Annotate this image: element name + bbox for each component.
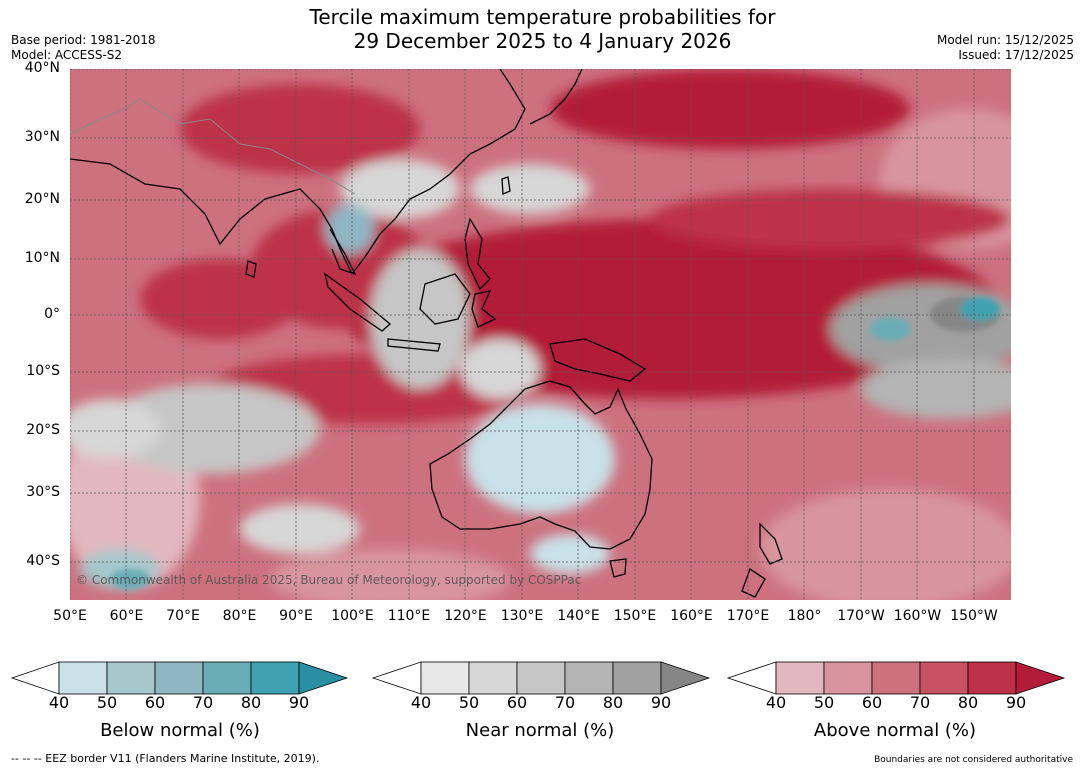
colorbar-segment bbox=[420, 661, 470, 695]
colorbar-tick-label: 60 bbox=[861, 693, 883, 712]
lon-label: 160°W bbox=[893, 608, 942, 624]
lon-label: 110°E bbox=[387, 608, 431, 624]
lon-label: 70°E bbox=[166, 608, 200, 624]
lat-label: 20°N bbox=[24, 191, 60, 207]
colorbar-segment bbox=[516, 661, 566, 695]
model-run: Model run: 15/12/2025 bbox=[936, 33, 1074, 47]
lon-label: 150°E bbox=[613, 608, 657, 624]
colorbar-segment bbox=[871, 661, 921, 695]
issued-date: Issued: 17/12/2025 bbox=[958, 48, 1074, 62]
lon-label: 120°E bbox=[444, 608, 487, 624]
sulawesi-coast bbox=[471, 290, 497, 328]
lat-label: 10°N bbox=[24, 250, 60, 266]
boundary-disclaimer: Boundaries are not considered authoritat… bbox=[874, 755, 1073, 765]
lat-label: 0° bbox=[44, 306, 60, 322]
graticule bbox=[70, 69, 1011, 600]
near-normal-title: Near normal (%) bbox=[465, 720, 615, 741]
copyright-notice: © Commonwealth of Australia 2025, Bureau… bbox=[76, 573, 582, 587]
lon-label: 80°E bbox=[222, 608, 257, 624]
colorbar-tick-label: 60 bbox=[144, 693, 166, 712]
lon-label: 180° bbox=[787, 608, 822, 624]
sri-lanka-coast bbox=[245, 260, 257, 278]
colorbar-segment bbox=[250, 661, 300, 695]
tasmania-coast bbox=[609, 558, 627, 578]
colorbar-segment bbox=[775, 661, 825, 695]
new-zealand-coast bbox=[741, 522, 783, 598]
lat-label: 10°S bbox=[26, 363, 60, 379]
model-name: Model: ACCESS-S2 bbox=[11, 48, 123, 62]
lon-label: 50°E bbox=[53, 608, 87, 624]
colorbar-tick-label: 90 bbox=[1005, 693, 1027, 712]
map-area[interactable] bbox=[70, 69, 1011, 600]
map-title: Tercile maximum temperature probabilitie… bbox=[0, 5, 1085, 53]
japan-coast bbox=[529, 69, 583, 125]
colorbar-left-tri bbox=[371, 661, 422, 695]
lat-label: 20°S bbox=[26, 422, 60, 438]
colorbar-segment bbox=[612, 661, 662, 695]
indochina-coast bbox=[329, 228, 357, 276]
colorbar-tick-label: 70 bbox=[554, 693, 576, 712]
colorbar-segment bbox=[202, 661, 252, 695]
colorbar-segment bbox=[468, 661, 518, 695]
base-period: Base period: 1981-2018 bbox=[11, 33, 156, 47]
lon-label: 100°E bbox=[331, 608, 374, 624]
colorbar-tick-label: 70 bbox=[192, 693, 214, 712]
colorbar-tick-label: 60 bbox=[506, 693, 528, 712]
colorbar-segment bbox=[823, 661, 873, 695]
title-line-2: 29 December 2025 to 4 January 2026 bbox=[353, 29, 732, 53]
below-normal-title: Below normal (%) bbox=[100, 720, 260, 741]
colorbar-tick-label: 80 bbox=[957, 693, 979, 712]
colorbar-right-tri bbox=[660, 661, 711, 695]
colorbar-right-tri bbox=[1015, 661, 1066, 695]
sumatra-coast bbox=[323, 272, 392, 332]
colorbar-tick-label: 90 bbox=[650, 693, 672, 712]
colorbar-segment bbox=[564, 661, 614, 695]
above-normal-title: Above normal (%) bbox=[813, 720, 977, 741]
colorbar-segment bbox=[106, 661, 156, 695]
taiwan-coast bbox=[501, 176, 511, 195]
map-svg bbox=[70, 69, 1011, 600]
colorbar-left-tri bbox=[726, 661, 777, 695]
colorbar-tick-label: 50 bbox=[458, 693, 480, 712]
lon-label: 130°E bbox=[500, 608, 544, 624]
probability-field bbox=[70, 69, 1011, 600]
colorbar-segment bbox=[919, 661, 969, 695]
colorbar-right-tri bbox=[298, 661, 349, 695]
lat-label: 30°S bbox=[26, 484, 60, 500]
lon-label: 160°E bbox=[670, 608, 713, 624]
australia-coast bbox=[429, 380, 653, 550]
lon-label: 90°E bbox=[279, 608, 313, 624]
lat-label: 40°S bbox=[26, 553, 60, 569]
title-line-1: Tercile maximum temperature probabilitie… bbox=[309, 5, 776, 29]
colorbar-tick-label: 70 bbox=[909, 693, 931, 712]
colorbar-tick-label: 90 bbox=[288, 693, 310, 712]
lon-label: 150°W bbox=[950, 608, 998, 624]
country-borders bbox=[70, 98, 356, 195]
colorbar-tick-label: 40 bbox=[48, 693, 70, 712]
colorbar-segment bbox=[967, 661, 1017, 695]
lon-label: 140°E bbox=[557, 608, 600, 624]
colorbar-left-tri bbox=[10, 661, 60, 695]
meta-left: Base period: 1981-2018 Model: ACCESS-S2 bbox=[11, 33, 156, 63]
colorbar-tick-label: 80 bbox=[240, 693, 262, 712]
colorbar-segment bbox=[154, 661, 204, 695]
lon-label: 170°W bbox=[837, 608, 885, 624]
colorbar-tick-label: 40 bbox=[410, 693, 432, 712]
colorbar-svg bbox=[10, 661, 1066, 695]
colorbar-segment bbox=[58, 661, 108, 695]
lat-label: 30°N bbox=[24, 129, 60, 145]
meta-right: Model run: 15/12/2025 Issued: 17/12/2025 bbox=[937, 33, 1074, 63]
colorbar-tick-label: 50 bbox=[96, 693, 118, 712]
borneo-coast bbox=[419, 273, 471, 325]
colorbar-tick-label: 40 bbox=[765, 693, 787, 712]
new-guinea-coast bbox=[549, 338, 647, 382]
colorbar-tick-label: 50 bbox=[813, 693, 835, 712]
eez-footnote: -- -- -- EEZ border V11 (Flanders Marine… bbox=[11, 752, 320, 765]
colorbar-tick-label: 80 bbox=[602, 693, 624, 712]
java-coast bbox=[387, 338, 441, 352]
philippines-coast bbox=[464, 217, 491, 291]
lat-label: 40°N bbox=[24, 60, 60, 76]
lon-label: 60°E bbox=[109, 608, 144, 624]
lon-label: 170°E bbox=[726, 608, 770, 624]
